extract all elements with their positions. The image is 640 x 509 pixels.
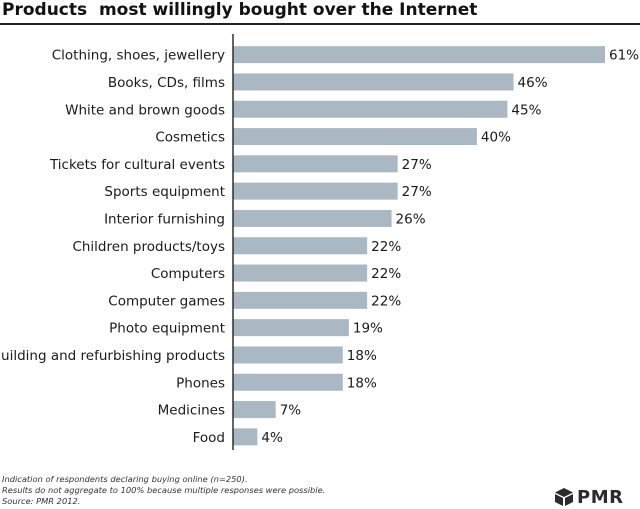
value-label: 18% — [347, 375, 377, 391]
bar — [233, 73, 514, 91]
category-label: Interior furnishing — [104, 211, 225, 227]
category-label: Photo equipment — [109, 321, 225, 337]
category-label: Computer games — [108, 293, 225, 309]
category-label: Sports equipment — [104, 184, 225, 200]
value-label: 45% — [511, 102, 541, 118]
bars-layer: Clothing, shoes, jewellery 61% Books, CDs,… — [0, 46, 639, 446]
footnote-source: Source: PMR 2012. — [2, 496, 81, 506]
category-label: Computers — [151, 266, 225, 282]
category-label: Building and refurbishing products — [0, 348, 225, 364]
footnote-sample: Indication of respondents declaring buyi… — [2, 474, 248, 484]
value-label: 22% — [371, 266, 401, 282]
value-label: 40% — [481, 130, 511, 146]
bar — [233, 428, 258, 446]
bar — [233, 319, 349, 337]
bar-chart: Clothing, shoes, jewellery 61% Books, CDs,… — [0, 34, 639, 450]
title-divider — [0, 23, 640, 25]
category-label: Phones — [176, 375, 225, 391]
bar — [233, 46, 605, 64]
bar — [233, 155, 398, 173]
value-label: 26% — [396, 211, 426, 227]
pmr-cube-logo-icon — [555, 488, 573, 506]
value-label: 27% — [402, 157, 432, 173]
chart-title: Products most willingly bought over the … — [2, 0, 478, 20]
bar — [233, 401, 276, 419]
category-label: Medicines — [158, 403, 225, 419]
value-label: 22% — [371, 293, 401, 309]
bar — [233, 237, 368, 255]
value-label: 18% — [347, 348, 377, 364]
bar — [233, 100, 508, 118]
category-label: Food — [193, 430, 225, 446]
footnote-aggregation: Results do not aggregate to 100% because… — [2, 485, 326, 495]
footnotes: Indication of respondents declaring buyi… — [2, 474, 325, 507]
bar — [233, 373, 343, 391]
value-label: 22% — [371, 239, 401, 255]
category-label: Children products/toys — [72, 239, 225, 255]
bar — [233, 209, 392, 227]
bar — [233, 264, 368, 282]
value-label: 7% — [280, 403, 302, 419]
bar — [233, 182, 398, 200]
bar — [233, 128, 477, 146]
category-label: White and brown goods — [65, 102, 225, 118]
category-label: Clothing, shoes, jewellery — [52, 48, 225, 64]
value-label: 27% — [402, 184, 432, 200]
category-label: Cosmetics — [155, 130, 225, 146]
bar — [233, 291, 368, 309]
value-label: 46% — [518, 75, 548, 91]
category-label: Books, CDs, films — [108, 75, 225, 91]
value-label: 4% — [261, 430, 283, 446]
bar — [233, 346, 343, 364]
pmr-logo: PMR — [554, 486, 623, 508]
value-label: 19% — [353, 321, 383, 337]
pmr-logo-text: PMR — [577, 486, 624, 508]
value-label: 61% — [609, 48, 639, 64]
category-label: Tickets for cultural events — [49, 157, 225, 173]
